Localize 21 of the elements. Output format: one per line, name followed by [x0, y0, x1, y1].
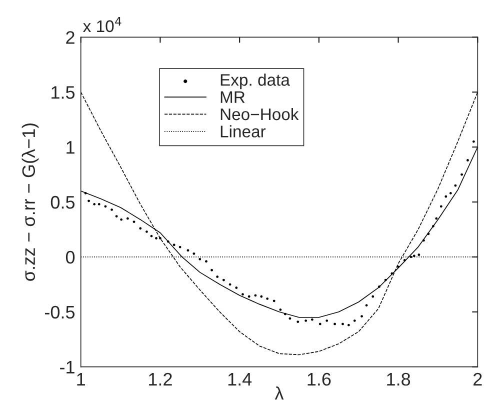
- y-tick-label: 1: [66, 141, 74, 154]
- x-tick-label: 1.6: [308, 372, 331, 386]
- y-tick-label: 0.5: [50, 196, 75, 209]
- legend-label: Neo−Hook: [220, 108, 299, 120]
- y-axis-title: σ.zz − σ.rr − G(λ−1): [22, 124, 39, 281]
- x-tick-label: 2: [474, 372, 482, 386]
- text: x 10$^{4}$: [83, 17, 122, 32]
- legend-label: MR: [220, 91, 245, 103]
- x-tick-label: 1.8: [387, 372, 410, 386]
- y-tick-label: 0: [66, 250, 75, 264]
- y-tick-label: 2: [66, 31, 74, 44]
- line-series: [80, 92, 478, 356]
- x-tick-label: 1: [77, 373, 85, 386]
- x-axis-title: λ: [274, 386, 284, 400]
- y-tick-label: -0.5: [44, 306, 75, 319]
- legend-label: Exp. data: [220, 74, 290, 90]
- y-tick-label: 1.5: [52, 86, 75, 99]
- y-tick-label: -1: [60, 360, 74, 374]
- legend-label: Linear: [220, 125, 266, 138]
- x-tick-label: 1.4: [228, 373, 252, 386]
- x-tick-label: 1.2: [149, 372, 172, 386]
